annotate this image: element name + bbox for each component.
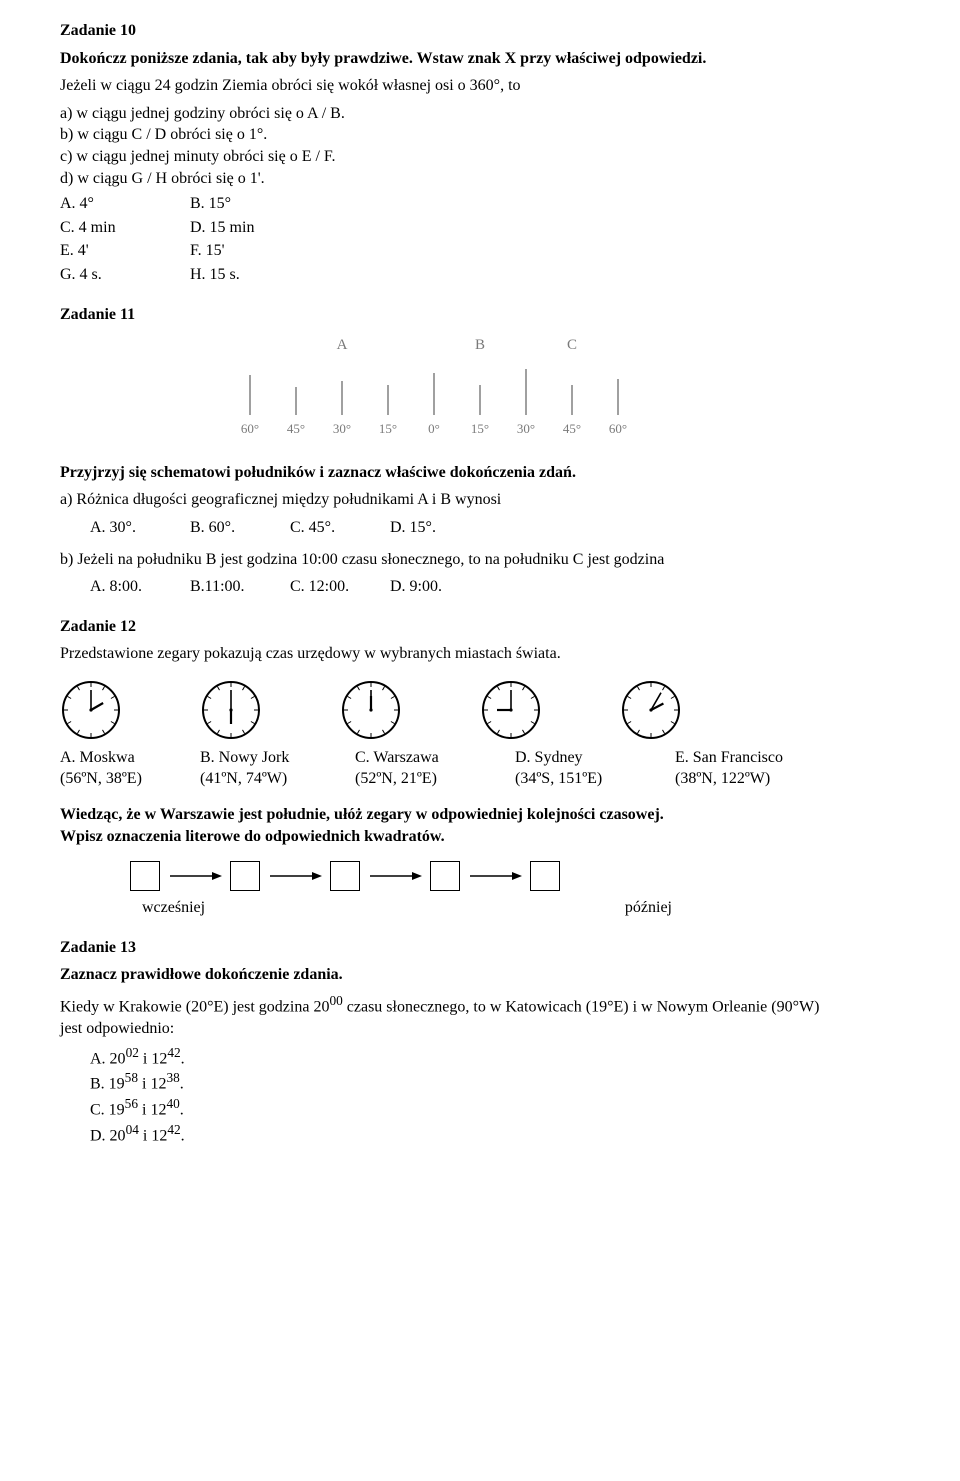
task11-qa-opt-B: B. 60°.	[190, 517, 290, 539]
seq-box-5[interactable]	[530, 861, 560, 891]
clock-icon	[200, 679, 262, 741]
clock-label-A: A. Moskwa	[60, 747, 200, 769]
clock-label-C: C. Warszawa	[355, 747, 515, 769]
task10-line-a: a) w ciągu jednej godziny obróci się o A…	[60, 103, 900, 125]
label-earlier: wcześniej	[142, 897, 205, 919]
svg-text:C: C	[567, 337, 577, 353]
task13-opt-A: A. 2002 i 1242.	[90, 1044, 900, 1070]
svg-text:45°: 45°	[287, 421, 305, 436]
task13-body: Kiedy w Krakowie (20°E) jest godzina 200…	[60, 992, 900, 1018]
svg-text:30°: 30°	[517, 421, 535, 436]
arrow-icon	[468, 869, 522, 883]
task10-line-d: d) w ciągu G / H obróci się o 1'.	[60, 168, 900, 190]
task13-opt-C: C. 1956 i 1240.	[90, 1095, 900, 1121]
arrow-icon	[168, 869, 222, 883]
task11-title: Zadanie 11	[60, 304, 900, 326]
task11-qa-intro: a) Różnica długości geograficznej między…	[60, 489, 900, 511]
clock-coord-D: (34ºS, 151ºE)	[515, 768, 675, 790]
clock-icon	[60, 679, 122, 741]
task10-opt-G: G. 4 s.	[60, 264, 180, 286]
task11-qb-opt-C: C. 12:00.	[290, 576, 390, 598]
seq-box-1[interactable]	[130, 861, 160, 891]
seq-box-2[interactable]	[230, 861, 260, 891]
clock-coord-B: (41ºN, 74ºW)	[200, 768, 355, 790]
task10-opt-C: C. 4 min	[60, 217, 180, 239]
task13-opt-D: D. 2004 i 1242.	[90, 1121, 900, 1147]
task13-opt-B: B. 1958 i 1238.	[90, 1069, 900, 1095]
task10-opt-H: H. 15 s.	[190, 264, 330, 286]
clock-coord-A: (56ºN, 38ºE)	[60, 768, 200, 790]
clock-icon	[620, 679, 682, 741]
task10-opt-E: E. 4'	[60, 240, 180, 262]
clock-label-D: D. Sydney	[515, 747, 675, 769]
task10-opt-B: B. 15°	[190, 193, 330, 215]
clock-label-E: E. San Francisco	[675, 747, 845, 769]
clock-icon	[340, 679, 402, 741]
task10-title: Zadanie 10	[60, 20, 900, 42]
task11-qa-opt-A: A. 30°.	[90, 517, 190, 539]
svg-text:60°: 60°	[609, 421, 627, 436]
clock-label-B: B. Nowy Jork	[200, 747, 355, 769]
arrow-icon	[268, 869, 322, 883]
task11-qb-intro: b) Jeżeli na południku B jest godzina 10…	[60, 549, 900, 571]
svg-text:15°: 15°	[379, 421, 397, 436]
task10-line-b: b) w ciągu C / D obróci się o 1°.	[60, 124, 900, 146]
task11-qb-opt-B: B.11:00.	[190, 576, 290, 598]
svg-text:30°: 30°	[333, 421, 351, 436]
task13-instruction: Zaznacz prawidłowe dokończenie zdania.	[60, 964, 900, 986]
seq-box-4[interactable]	[430, 861, 460, 891]
svg-text:45°: 45°	[563, 421, 581, 436]
arrow-icon	[368, 869, 422, 883]
svg-text:B: B	[475, 337, 485, 353]
task11-qb-opt-D: D. 9:00.	[390, 576, 490, 598]
task10-opt-D: D. 15 min	[190, 217, 330, 239]
task13-body-2: jest odpowiednio:	[60, 1018, 900, 1040]
task12-title: Zadanie 12	[60, 616, 900, 638]
task11-qa-opt-C: C. 45°.	[290, 517, 390, 539]
seq-box-3[interactable]	[330, 861, 360, 891]
task11-qa-opt-D: D. 15°.	[390, 517, 490, 539]
clock-coord-C: (52ºN, 21ºE)	[355, 768, 515, 790]
clock-coord-E: (38ºN, 122ºW)	[675, 768, 845, 790]
task12-intro: Przedstawione zegary pokazują czas urzęd…	[60, 643, 900, 665]
task11-instruction: Przyjrzyj się schematowi południków i za…	[60, 462, 900, 484]
task10-line-c: c) w ciągu jednej minuty obróci się o E …	[60, 146, 900, 168]
task13-title: Zadanie 13	[60, 937, 900, 959]
meridian-diagram: 60° 45° 30° 15° 0° 15° 30° 45° 60° A B C	[230, 335, 660, 445]
svg-text:60°: 60°	[241, 421, 259, 436]
svg-text:0°: 0°	[428, 421, 440, 436]
task12-instr2: Wpisz oznaczenia literowe do odpowiednic…	[60, 826, 900, 848]
task11-qb-opt-A: A. 8:00.	[90, 576, 190, 598]
task10-intro: Jeżeli w ciągu 24 godzin Ziemia obróci s…	[60, 75, 900, 97]
task12-instr1: Wiedząc, że w Warszawie jest południe, u…	[60, 804, 900, 826]
label-later: później	[625, 897, 672, 919]
task10-opt-F: F. 15'	[190, 240, 330, 262]
svg-text:15°: 15°	[471, 421, 489, 436]
task10-instruction: Dokończz poniższe zdania, tak aby były p…	[60, 48, 900, 70]
svg-text:A: A	[337, 337, 348, 353]
task10-opt-A: A. 4°	[60, 193, 180, 215]
clock-icon	[480, 679, 542, 741]
